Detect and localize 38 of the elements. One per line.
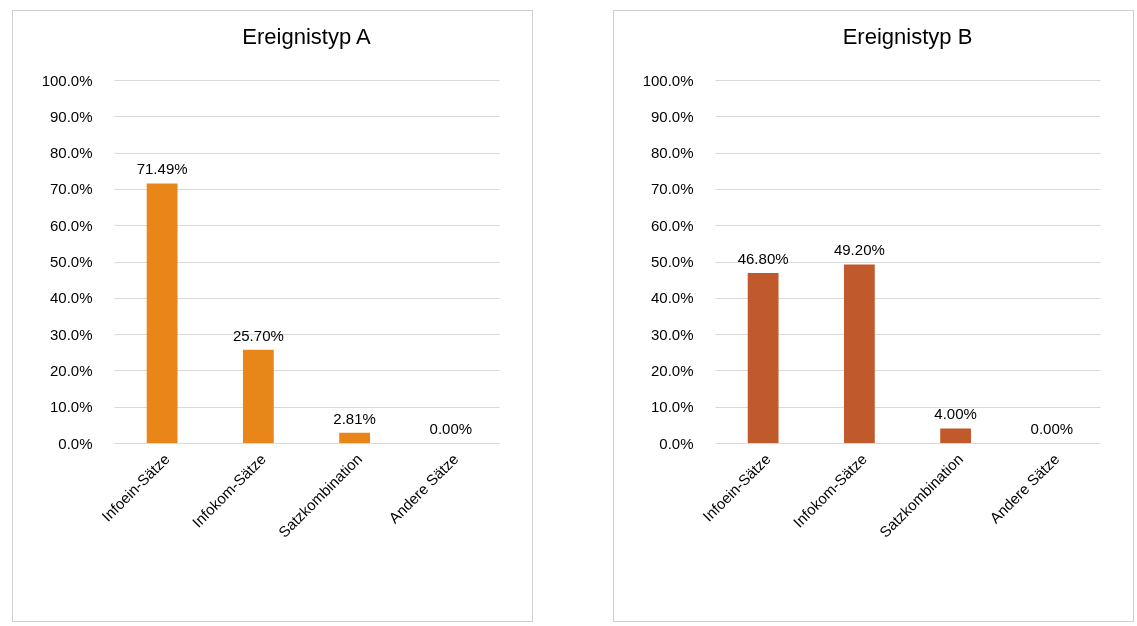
y-tick-label: 40.0% bbox=[650, 289, 694, 307]
y-tick-label: 60.0% bbox=[49, 216, 93, 234]
chart-title: Ereignistyp A bbox=[242, 24, 372, 49]
data-label: 71.49% bbox=[136, 160, 188, 178]
data-label: 2.81% bbox=[333, 409, 376, 427]
y-tick-label: 100.0% bbox=[41, 71, 93, 89]
y-tick-label: 0.0% bbox=[58, 434, 93, 452]
y-tick-label: 50.0% bbox=[49, 253, 93, 270]
bar bbox=[747, 273, 779, 443]
y-tick-label: 100.0% bbox=[642, 71, 694, 89]
y-tick-label: 50.0% bbox=[650, 253, 694, 270]
bar bbox=[242, 349, 274, 443]
data-label: 49.20% bbox=[833, 241, 885, 259]
y-tick-label: 90.0% bbox=[650, 107, 694, 125]
y-tick-label: 80.0% bbox=[650, 144, 694, 162]
bar bbox=[146, 183, 178, 443]
y-tick-label: 10.0% bbox=[49, 398, 93, 416]
data-label: 0.00% bbox=[1030, 420, 1074, 437]
y-tick-label: 60.0% bbox=[650, 216, 694, 234]
y-tick-label: 80.0% bbox=[49, 144, 93, 162]
data-label: 4.00% bbox=[934, 405, 977, 423]
y-tick-label: 40.0% bbox=[49, 289, 93, 307]
y-tick-label: 70.0% bbox=[49, 180, 93, 198]
y-tick-label: 30.0% bbox=[49, 325, 93, 343]
y-tick-label: 20.0% bbox=[650, 361, 694, 379]
y-tick-label: 0.0% bbox=[659, 434, 694, 452]
data-label: 46.80% bbox=[737, 250, 789, 268]
bar bbox=[339, 432, 371, 443]
y-tick-label: 10.0% bbox=[650, 398, 694, 416]
data-label: 25.70% bbox=[232, 326, 284, 344]
y-tick-label: 90.0% bbox=[49, 107, 93, 125]
y-tick-label: 30.0% bbox=[650, 325, 694, 343]
y-tick-label: 70.0% bbox=[650, 180, 694, 198]
y-tick-label: 20.0% bbox=[49, 361, 93, 379]
bar bbox=[843, 264, 875, 443]
data-label: 0.00% bbox=[429, 420, 473, 437]
chart-title: Ereignistyp B bbox=[842, 24, 973, 49]
bar bbox=[940, 428, 972, 443]
